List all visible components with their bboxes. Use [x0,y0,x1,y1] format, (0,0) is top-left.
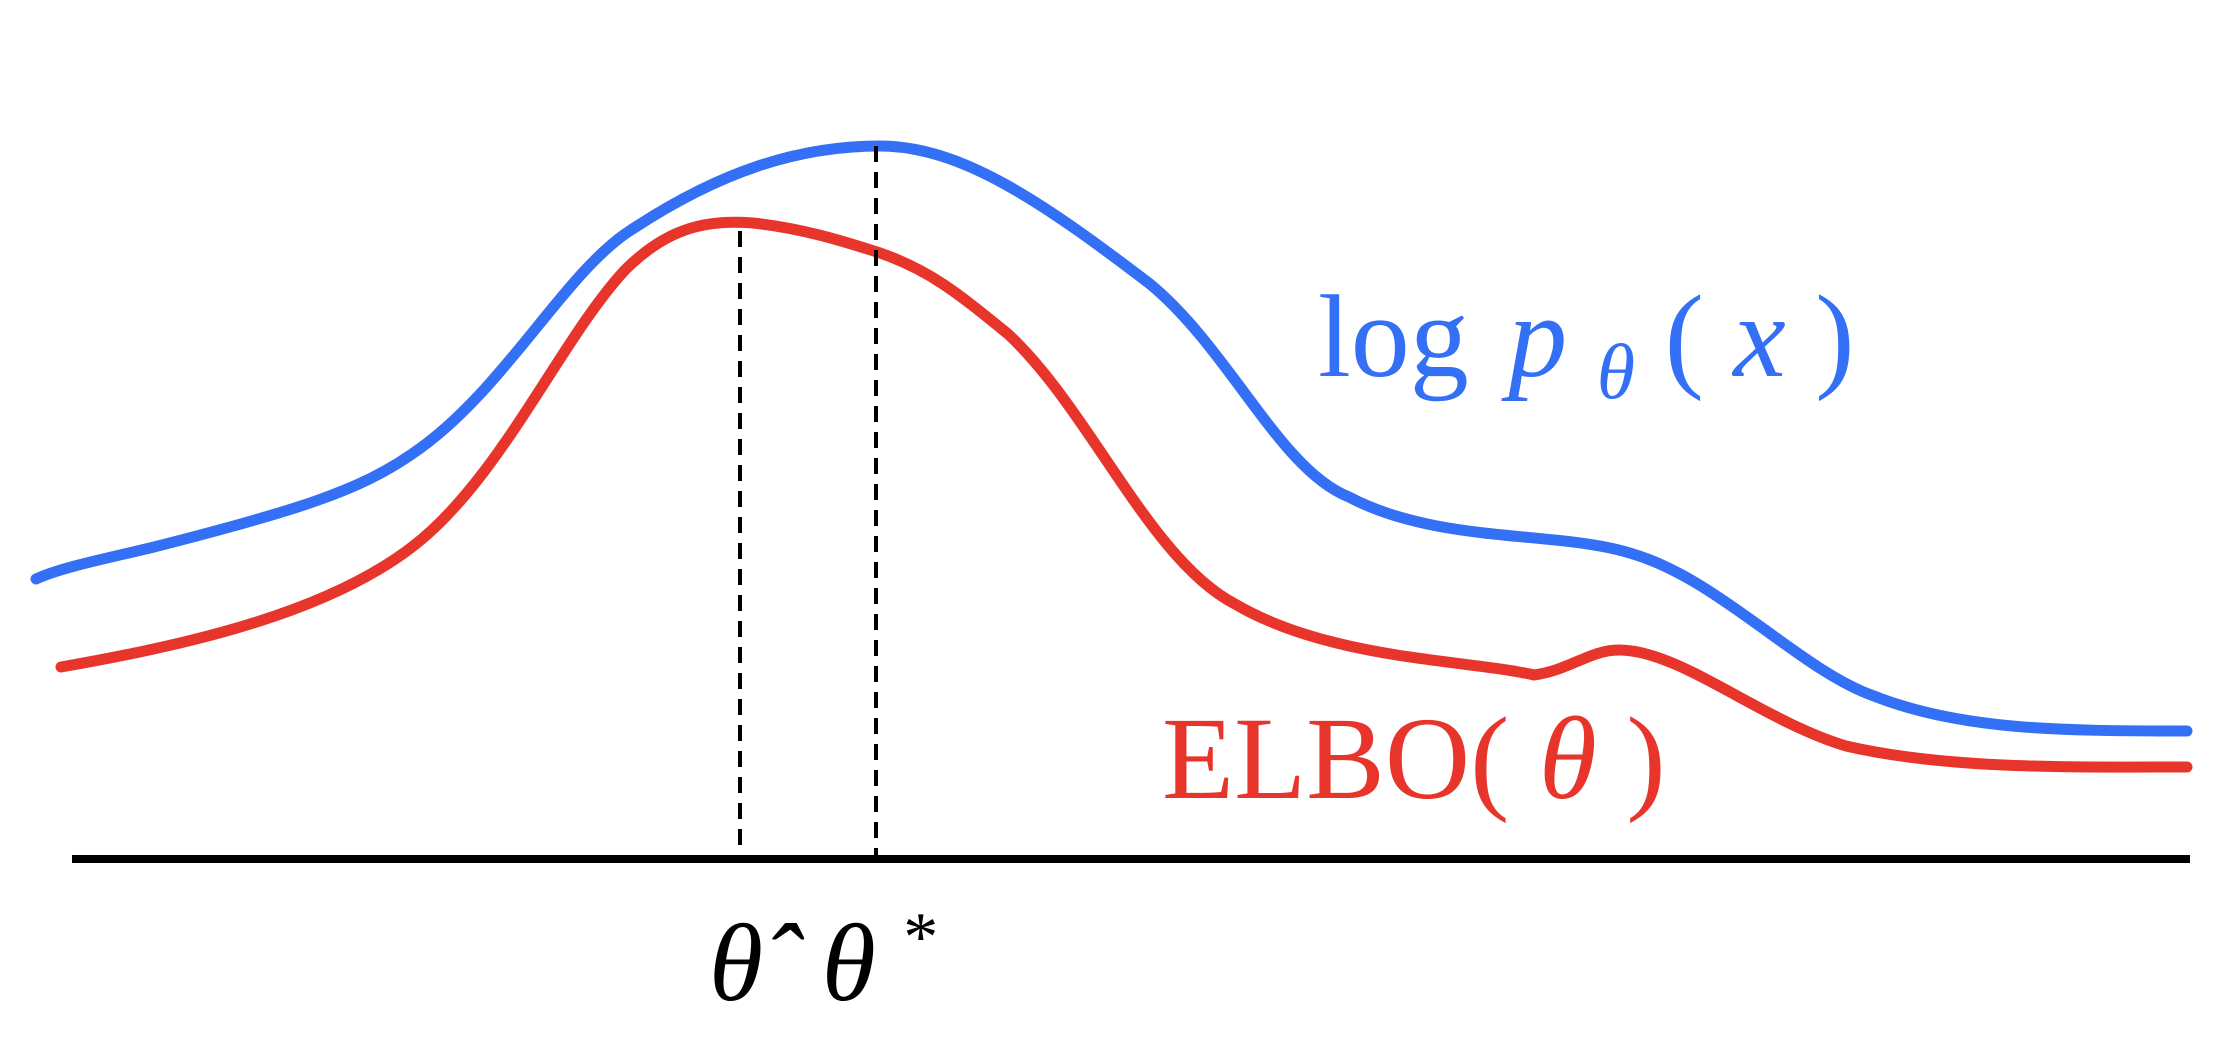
label-part: * [903,899,938,976]
log-likelihood-curve [30,140,2193,737]
label-part: log [1318,271,1469,402]
label-part: p [1501,271,1567,402]
label-part: θ [1539,693,1597,824]
theta-star-label: θ * [822,899,939,1024]
label-part: ) [1626,693,1665,824]
label-part: ( [1665,271,1704,402]
elbo-curve [55,216,2193,773]
label-part: x [1731,271,1785,402]
label-part: θ [822,902,876,1024]
label-part: ELBO( [1162,693,1509,824]
elbo-label: ELBO( θ ) [1162,693,1666,824]
log-likelihood-label: log p θ ( x ) [1318,271,1855,424]
theta-hat-label: θ̂ [709,902,805,1024]
label-part: ) [1815,271,1854,402]
label-part: θ [1597,328,1635,415]
